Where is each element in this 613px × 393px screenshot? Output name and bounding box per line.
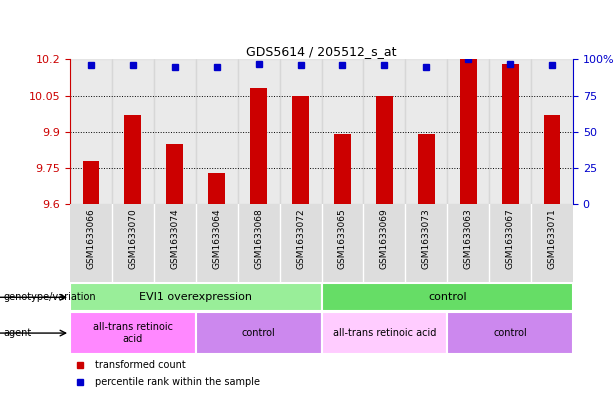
Bar xyxy=(112,204,154,283)
Bar xyxy=(502,64,519,204)
Bar xyxy=(124,115,141,204)
Bar xyxy=(405,204,447,283)
Bar xyxy=(405,59,447,204)
Bar xyxy=(364,204,405,283)
Bar xyxy=(238,204,280,283)
Bar xyxy=(70,59,112,204)
Bar xyxy=(418,134,435,204)
Bar xyxy=(531,59,573,204)
Bar xyxy=(292,96,309,204)
Bar xyxy=(447,312,573,354)
Text: all-trans retinoic acid: all-trans retinoic acid xyxy=(333,328,436,338)
Bar xyxy=(280,204,321,283)
Bar xyxy=(112,59,154,204)
Text: GSM1633072: GSM1633072 xyxy=(296,208,305,269)
Text: agent: agent xyxy=(3,328,31,338)
Text: transformed count: transformed count xyxy=(95,360,186,370)
Text: GSM1633069: GSM1633069 xyxy=(380,208,389,269)
Text: control: control xyxy=(242,328,275,338)
Text: GSM1633071: GSM1633071 xyxy=(547,208,557,269)
Text: GSM1633063: GSM1633063 xyxy=(463,208,473,269)
Text: percentile rank within the sample: percentile rank within the sample xyxy=(95,377,260,387)
Bar xyxy=(321,204,364,283)
Bar xyxy=(250,88,267,204)
Bar xyxy=(70,204,112,283)
Text: genotype/variation: genotype/variation xyxy=(3,292,96,302)
Bar xyxy=(489,59,531,204)
Bar xyxy=(154,204,196,283)
Text: GSM1633066: GSM1633066 xyxy=(86,208,96,269)
Text: GSM1633073: GSM1633073 xyxy=(422,208,431,269)
Text: GSM1633070: GSM1633070 xyxy=(128,208,137,269)
Bar xyxy=(489,204,531,283)
Bar xyxy=(280,59,321,204)
Bar xyxy=(364,59,405,204)
Bar xyxy=(376,96,393,204)
Text: GSM1633068: GSM1633068 xyxy=(254,208,263,269)
Text: GSM1633074: GSM1633074 xyxy=(170,208,179,269)
Bar xyxy=(544,115,560,204)
Bar xyxy=(154,59,196,204)
Bar xyxy=(83,161,99,204)
Text: GSM1633064: GSM1633064 xyxy=(212,208,221,269)
Bar xyxy=(196,312,321,354)
Bar xyxy=(70,283,321,311)
Bar xyxy=(70,312,196,354)
Text: control: control xyxy=(493,328,527,338)
Title: GDS5614 / 205512_s_at: GDS5614 / 205512_s_at xyxy=(246,45,397,58)
Bar xyxy=(460,59,476,204)
Bar xyxy=(321,283,573,311)
Bar xyxy=(447,204,489,283)
Bar xyxy=(334,134,351,204)
Bar xyxy=(321,312,447,354)
Bar xyxy=(196,204,238,283)
Text: GSM1633065: GSM1633065 xyxy=(338,208,347,269)
Bar xyxy=(208,173,225,204)
Text: control: control xyxy=(428,292,466,302)
Text: all-trans retinoic
acid: all-trans retinoic acid xyxy=(93,322,173,344)
Text: GSM1633067: GSM1633067 xyxy=(506,208,515,269)
Bar xyxy=(447,59,489,204)
Bar xyxy=(196,59,238,204)
Bar xyxy=(238,59,280,204)
Bar xyxy=(531,204,573,283)
Text: EVI1 overexpression: EVI1 overexpression xyxy=(139,292,253,302)
Bar xyxy=(321,59,364,204)
Bar xyxy=(166,144,183,204)
